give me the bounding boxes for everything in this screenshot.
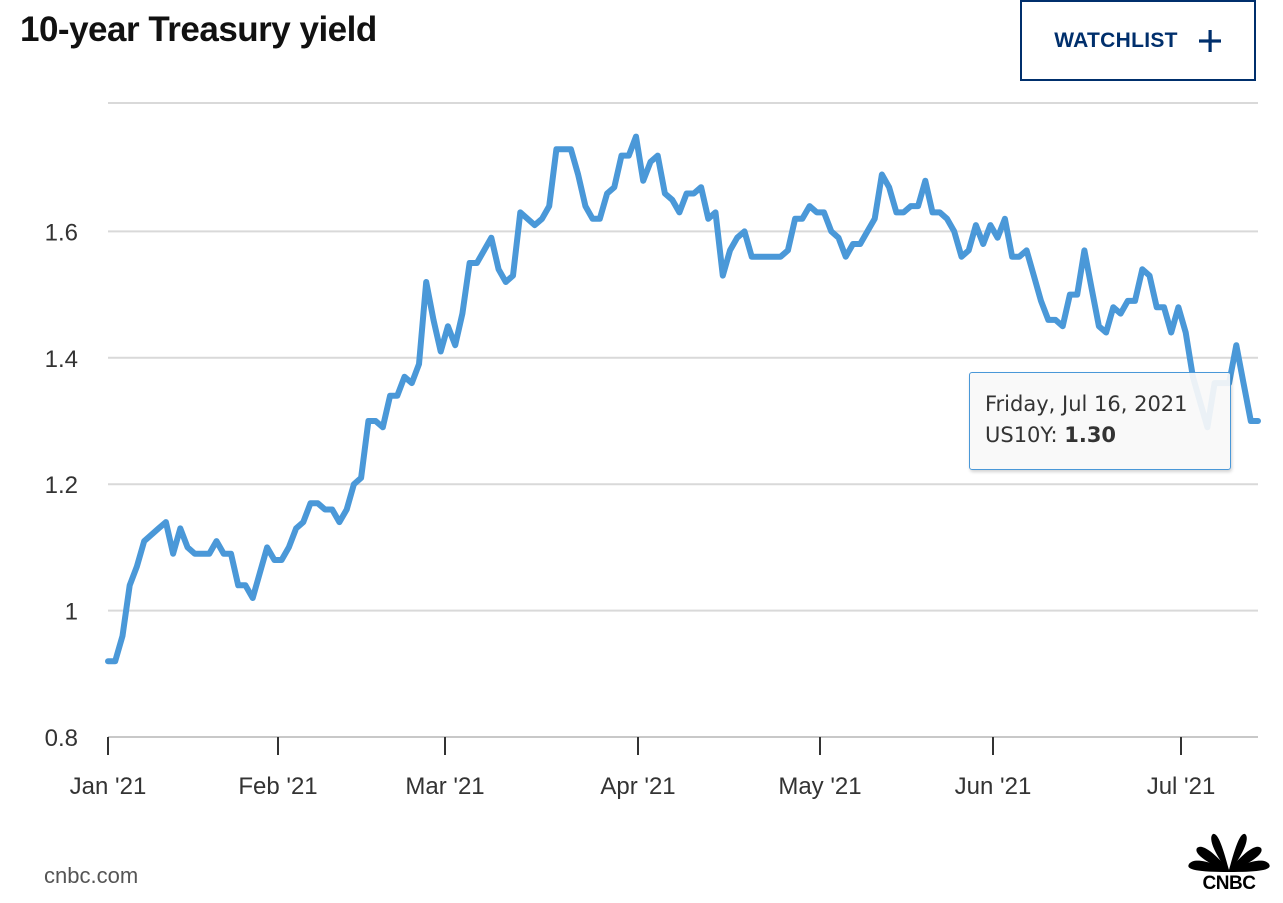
tooltip-value: 1.30	[1064, 423, 1117, 447]
y-tick-label: 0.8	[45, 725, 78, 752]
watchlist-button[interactable]: WATCHLIST	[1020, 0, 1256, 81]
x-tick-label: Mar '21	[405, 773, 484, 800]
y-tick-label: 1.6	[45, 219, 78, 246]
plus-icon	[1198, 29, 1221, 52]
chart-title: 10-year Treasury yield	[20, 10, 377, 49]
y-axis-ticks: 0.8 1 1.2 1.4 1.6	[45, 219, 78, 752]
x-tick-label: May '21	[778, 773, 861, 800]
series-line-us10y	[105, 133, 1261, 665]
series-lines	[105, 133, 1261, 665]
y-tick-label: 1.4	[45, 346, 78, 373]
source-label: cnbc.com	[44, 863, 139, 888]
tooltip-series: US10Y	[985, 423, 1051, 447]
tooltip-date: Friday, Jul 16, 2021	[985, 392, 1188, 416]
x-axis: Jan '21 Feb '21 Mar '21 Apr '21 May '21 Jun '…	[70, 737, 1216, 800]
x-tick-label: Apr '21	[600, 773, 675, 800]
x-tick-label: Jan '21	[70, 773, 147, 800]
y-tick-label: 1	[65, 599, 78, 626]
tooltip-row: US10Y: 1.30	[985, 423, 1117, 447]
peacock-logo-icon	[1188, 833, 1270, 872]
data-tooltip: Friday, Jul 16, 2021 US10Y: 1.30	[969, 372, 1231, 470]
logo-text: CNBC	[1202, 873, 1256, 894]
x-tick-label: Jul '21	[1147, 773, 1216, 800]
y-tick-label: 1.2	[45, 472, 78, 499]
watchlist-label: WATCHLIST	[1054, 28, 1178, 52]
x-tick-label: Jun '21	[955, 773, 1032, 800]
x-tick-label: Feb '21	[238, 773, 317, 800]
gridlines	[108, 102, 1258, 738]
